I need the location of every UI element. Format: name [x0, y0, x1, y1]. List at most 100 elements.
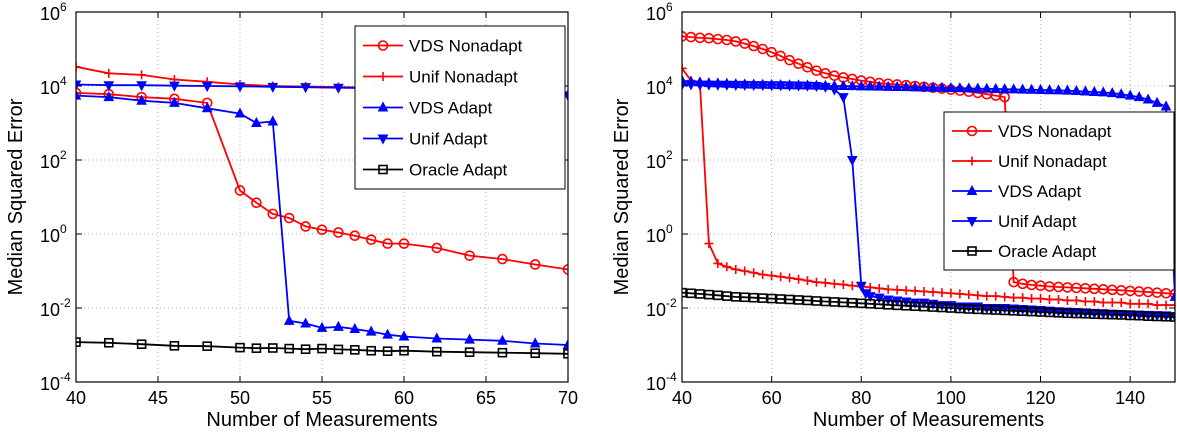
y-axis-label: Median Squared Error	[5, 98, 27, 295]
legend-label: Oracle Adapt	[998, 242, 1097, 261]
legend-label: Oracle Adapt	[409, 161, 508, 180]
data-point	[838, 79, 849, 90]
data-point	[1088, 85, 1100, 96]
legend-marker	[377, 134, 389, 145]
data-point	[1161, 311, 1171, 322]
data-point	[682, 80, 688, 91]
data-point	[1018, 293, 1028, 303]
data-point	[937, 288, 947, 298]
legend-label: Unif Adapt	[998, 212, 1077, 231]
data-point	[1026, 306, 1037, 317]
axes-box	[681, 11, 1176, 383]
y-tick-exponent: -2	[666, 296, 677, 310]
legend-marker	[967, 246, 977, 256]
data-point	[1152, 300, 1162, 310]
data-point	[1044, 306, 1055, 317]
data-point	[235, 342, 245, 353]
data-point	[497, 253, 508, 265]
data-point	[802, 62, 813, 73]
data-point	[267, 343, 278, 353]
data-point	[251, 116, 262, 127]
chart-2: 40 60 80 100 120 14010-410-2100102104106Numbe…	[611, 0, 1176, 431]
y-tick-base: 10	[646, 300, 666, 320]
data-point	[972, 304, 983, 315]
y-tick-exponent: 2	[666, 148, 673, 162]
data-point	[910, 286, 920, 296]
data-point	[169, 341, 180, 351]
data-point	[1116, 310, 1127, 320]
x-axis-label: Number of Measurements	[813, 409, 1044, 431]
data-point	[103, 91, 115, 102]
x-tick-label: 60	[394, 388, 414, 408]
legend-marker	[966, 184, 978, 195]
x-tick-label: 40	[672, 388, 692, 408]
data-point	[563, 348, 568, 359]
data-point	[333, 227, 344, 238]
data-point	[333, 320, 344, 331]
data-point	[267, 82, 279, 93]
data-point	[785, 273, 795, 283]
data-point	[1044, 84, 1055, 95]
data-point	[464, 250, 475, 261]
data-point	[316, 321, 328, 332]
data-point	[955, 303, 965, 314]
legend-marker	[967, 156, 977, 166]
data-point	[758, 270, 768, 280]
data-point	[284, 343, 295, 354]
data-point	[399, 345, 409, 356]
y-tick-exponent: 4	[666, 74, 673, 88]
y-tick-base: 10	[646, 4, 666, 24]
data-point	[1071, 84, 1082, 96]
data-point	[1161, 300, 1171, 310]
data-point	[685, 80, 697, 91]
y-tick-label: 10-2	[646, 296, 677, 320]
data-point	[1124, 89, 1136, 100]
data-point	[1134, 299, 1144, 309]
data-point	[748, 40, 760, 52]
data-point	[431, 346, 442, 357]
data-point	[1045, 294, 1055, 304]
legend-marker	[377, 101, 389, 112]
data-point	[300, 83, 311, 94]
data-point	[529, 259, 541, 270]
data-point	[1008, 306, 1019, 316]
x-tick-label: 40	[66, 388, 86, 408]
data-point	[1151, 96, 1163, 107]
data-point	[136, 81, 147, 92]
data-point	[497, 334, 508, 345]
x-axis-label: Number of Measurements	[206, 409, 437, 431]
data-point	[1160, 100, 1172, 111]
data-point	[739, 292, 750, 303]
legend-marker	[966, 125, 978, 137]
data-point	[855, 80, 867, 91]
data-point	[766, 293, 777, 304]
data-point	[1053, 294, 1063, 304]
data-point	[775, 81, 786, 92]
data-point	[990, 305, 1001, 315]
y-tick-base: 10	[646, 226, 666, 246]
data-point	[686, 288, 696, 299]
data-point	[234, 107, 246, 118]
data-point	[972, 82, 984, 93]
data-point	[300, 317, 311, 328]
y-tick-exponent: -4	[60, 370, 71, 384]
legend-marker	[378, 164, 388, 175]
data-point	[201, 102, 213, 113]
data-point	[300, 221, 311, 232]
data-point	[811, 82, 822, 93]
data-point	[1009, 293, 1019, 303]
data-point	[802, 295, 813, 306]
data-point	[1143, 299, 1153, 309]
data-point	[946, 303, 956, 313]
data-point	[76, 337, 81, 347]
data-point	[766, 46, 777, 58]
legend-label: VDS Nonadapt	[998, 122, 1112, 141]
data-point	[846, 156, 858, 167]
data-point	[928, 302, 938, 312]
y-tick-exponent: 4	[60, 74, 67, 88]
series-line	[76, 92, 568, 271]
data-point	[784, 294, 795, 305]
data-point	[283, 212, 295, 224]
data-point	[562, 264, 568, 275]
data-point	[838, 280, 848, 290]
